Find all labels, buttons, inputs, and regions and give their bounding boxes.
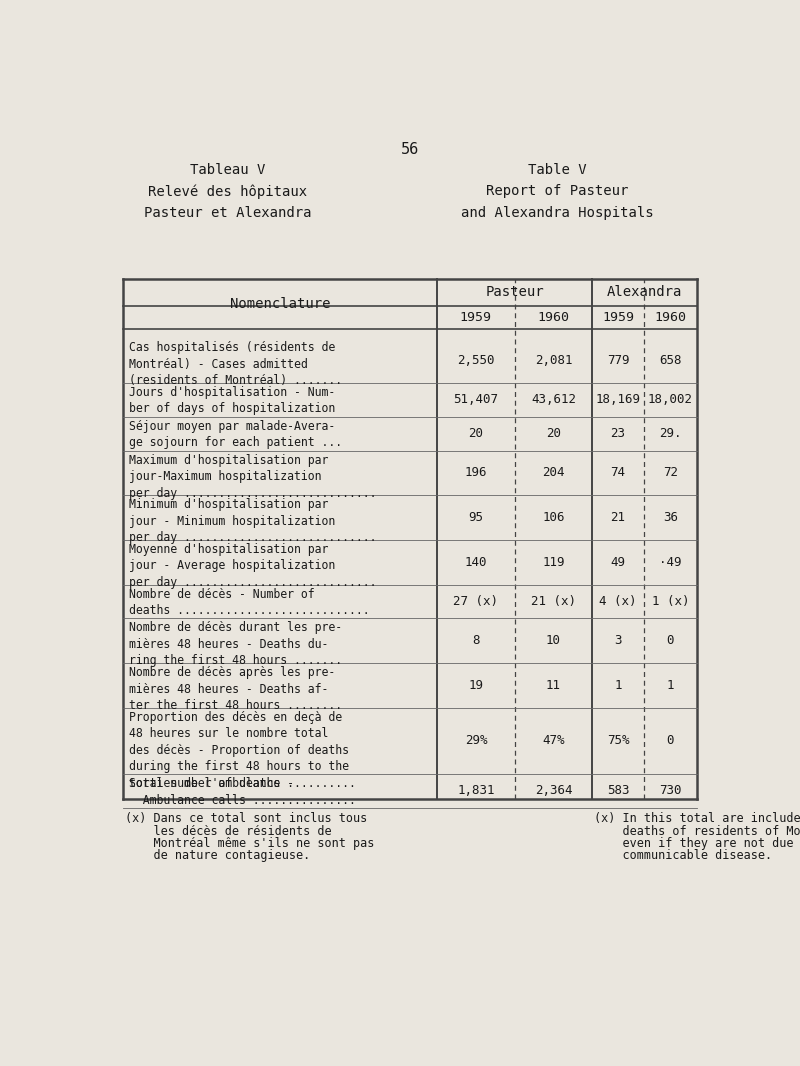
- Text: 119: 119: [542, 555, 565, 568]
- Text: Table V: Table V: [528, 163, 586, 177]
- Text: 56: 56: [401, 142, 419, 157]
- Text: 2,550: 2,550: [457, 354, 494, 367]
- Text: 204: 204: [542, 467, 565, 480]
- Text: Cas hospitalisés (résidents de
Montréal) - Cases admitted
(residents of Montréal: Cas hospitalisés (résidents de Montréal)…: [129, 341, 342, 387]
- Text: 21 (x): 21 (x): [531, 595, 576, 608]
- Text: ·49: ·49: [659, 555, 682, 568]
- Text: Nombre de décès après les pre-
mières 48 heures - Deaths af-
ter the first 48 ho: Nombre de décès après les pre- mières 48…: [129, 666, 342, 712]
- Text: 1959: 1959: [460, 311, 492, 324]
- Text: 0: 0: [666, 634, 674, 647]
- Text: 106: 106: [542, 511, 565, 524]
- Text: 1: 1: [666, 679, 674, 692]
- Text: and Alexandra Hospitals: and Alexandra Hospitals: [461, 207, 654, 221]
- Text: Jours d'hospitalisation - Num-
ber of days of hospitalization: Jours d'hospitalisation - Num- ber of da…: [129, 386, 335, 416]
- Text: Report of Pasteur: Report of Pasteur: [486, 184, 629, 198]
- Text: Maximum d'hospitalisation par
jour-Maximum hospitalization
per day .............: Maximum d'hospitalisation par jour-Maxim…: [129, 454, 376, 500]
- Text: deaths of residents of Montréal: deaths of residents of Montréal: [594, 825, 800, 838]
- Text: de nature contagieuse.: de nature contagieuse.: [125, 850, 310, 862]
- Text: 1,831: 1,831: [457, 785, 494, 797]
- Text: 1 (x): 1 (x): [652, 595, 689, 608]
- Text: communicable disease.: communicable disease.: [594, 850, 772, 862]
- Text: even if they are not due to a: even if they are not due to a: [594, 837, 800, 850]
- Text: 20: 20: [546, 427, 561, 440]
- Text: Tableau V: Tableau V: [190, 163, 266, 177]
- Text: Nomenclature: Nomenclature: [230, 296, 330, 311]
- Text: 10: 10: [546, 634, 561, 647]
- Text: 19: 19: [468, 679, 483, 692]
- Text: 49: 49: [610, 555, 626, 568]
- Text: (x) Dans ce total sont inclus tous: (x) Dans ce total sont inclus tous: [125, 812, 367, 825]
- Text: (x) In this total are included all: (x) In this total are included all: [594, 812, 800, 825]
- Text: 1: 1: [614, 679, 622, 692]
- Text: Pasteur et Alexandra: Pasteur et Alexandra: [144, 207, 312, 221]
- Text: 2,364: 2,364: [534, 785, 572, 797]
- Text: 583: 583: [607, 785, 630, 797]
- Text: 4 (x): 4 (x): [599, 595, 637, 608]
- Text: 75%: 75%: [607, 734, 630, 747]
- Text: 29%: 29%: [465, 734, 487, 747]
- Text: 20: 20: [468, 427, 483, 440]
- Text: 8: 8: [472, 634, 480, 647]
- Text: Séjour moyen par malade-Avera-
ge sojourn for each patient ...: Séjour moyen par malade-Avera- ge sojour…: [129, 420, 342, 449]
- Text: 36: 36: [663, 511, 678, 524]
- Text: 1960: 1960: [538, 311, 570, 324]
- Text: 1960: 1960: [654, 311, 686, 324]
- Text: 730: 730: [659, 785, 682, 797]
- Text: 2,081: 2,081: [534, 354, 572, 367]
- Text: 3: 3: [614, 634, 622, 647]
- Text: 43,612: 43,612: [531, 393, 576, 406]
- Text: Nombre de décès - Number of
deaths ............................: Nombre de décès - Number of deaths .....…: [129, 587, 370, 617]
- Text: 27 (x): 27 (x): [454, 595, 498, 608]
- Text: 779: 779: [607, 354, 630, 367]
- Text: Alexandra: Alexandra: [606, 286, 682, 300]
- Text: 140: 140: [465, 555, 487, 568]
- Text: 11: 11: [546, 679, 561, 692]
- Text: 74: 74: [610, 467, 626, 480]
- Text: 95: 95: [468, 511, 483, 524]
- Text: 51,407: 51,407: [454, 393, 498, 406]
- Text: 18,169: 18,169: [595, 393, 641, 406]
- Text: Moyenne d'hospitalisation par
jour - Average hospitalization
per day ...........: Moyenne d'hospitalisation par jour - Ave…: [129, 543, 376, 588]
- Text: Nombre de décès durant les pre-
mières 48 heures - Deaths du-
ring the first 48 : Nombre de décès durant les pre- mières 4…: [129, 621, 342, 667]
- Text: 18,002: 18,002: [648, 393, 693, 406]
- Text: 196: 196: [465, 467, 487, 480]
- Text: 21: 21: [610, 511, 626, 524]
- Text: Relevé des hôpitaux: Relevé des hôpitaux: [148, 184, 307, 198]
- Text: 47%: 47%: [542, 734, 565, 747]
- Text: 29.: 29.: [659, 427, 682, 440]
- Text: 0: 0: [666, 734, 674, 747]
- Text: les décès de résidents de: les décès de résidents de: [125, 825, 331, 838]
- Text: Minimum d'hospitalisation par
jour - Minimum hospitalization
per day ...........: Minimum d'hospitalisation par jour - Min…: [129, 498, 376, 545]
- Text: 23: 23: [610, 427, 626, 440]
- Text: 658: 658: [659, 354, 682, 367]
- Text: 72: 72: [663, 467, 678, 480]
- Text: 1959: 1959: [602, 311, 634, 324]
- Text: Pasteur: Pasteur: [486, 286, 544, 300]
- Text: Sorties de l'ambulance -
  Ambulance calls ...............: Sorties de l'ambulance - Ambulance calls…: [129, 777, 355, 807]
- Text: Proportion des décès en deçà de
48 heures sur le nombre total
des décès - Propor: Proportion des décès en deçà de 48 heure…: [129, 711, 355, 790]
- Text: Montréal même s'ils ne sont pas: Montréal même s'ils ne sont pas: [125, 837, 374, 850]
